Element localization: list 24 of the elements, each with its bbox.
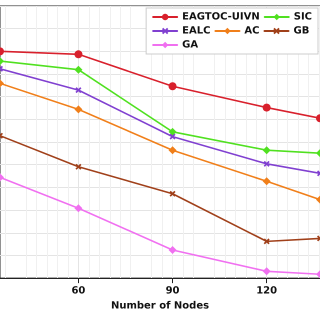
x-axis-title: Number of Nodes bbox=[110, 300, 210, 312]
point bbox=[262, 177, 271, 186]
point bbox=[74, 105, 82, 114]
legend-label: SIC bbox=[294, 12, 312, 22]
legend-label: GA bbox=[182, 40, 198, 50]
x-tick-label: 90 bbox=[166, 286, 180, 297]
point bbox=[168, 128, 177, 136]
point bbox=[170, 134, 176, 140]
point bbox=[168, 82, 177, 90]
point bbox=[74, 50, 82, 58]
point bbox=[75, 87, 82, 94]
legend-label: EALC bbox=[182, 26, 210, 36]
legend-label: EAGTOC-UIVN bbox=[182, 12, 260, 22]
point bbox=[74, 66, 82, 74]
legend-label: GB bbox=[294, 26, 310, 36]
point bbox=[262, 146, 271, 154]
point bbox=[262, 104, 271, 112]
point bbox=[262, 267, 271, 276]
legend-label: AC bbox=[244, 26, 260, 36]
x-tick-label: 120 bbox=[256, 286, 278, 297]
point bbox=[168, 246, 177, 254]
x-tick-label: 60 bbox=[71, 286, 86, 297]
point bbox=[168, 146, 177, 154]
point bbox=[74, 204, 82, 212]
